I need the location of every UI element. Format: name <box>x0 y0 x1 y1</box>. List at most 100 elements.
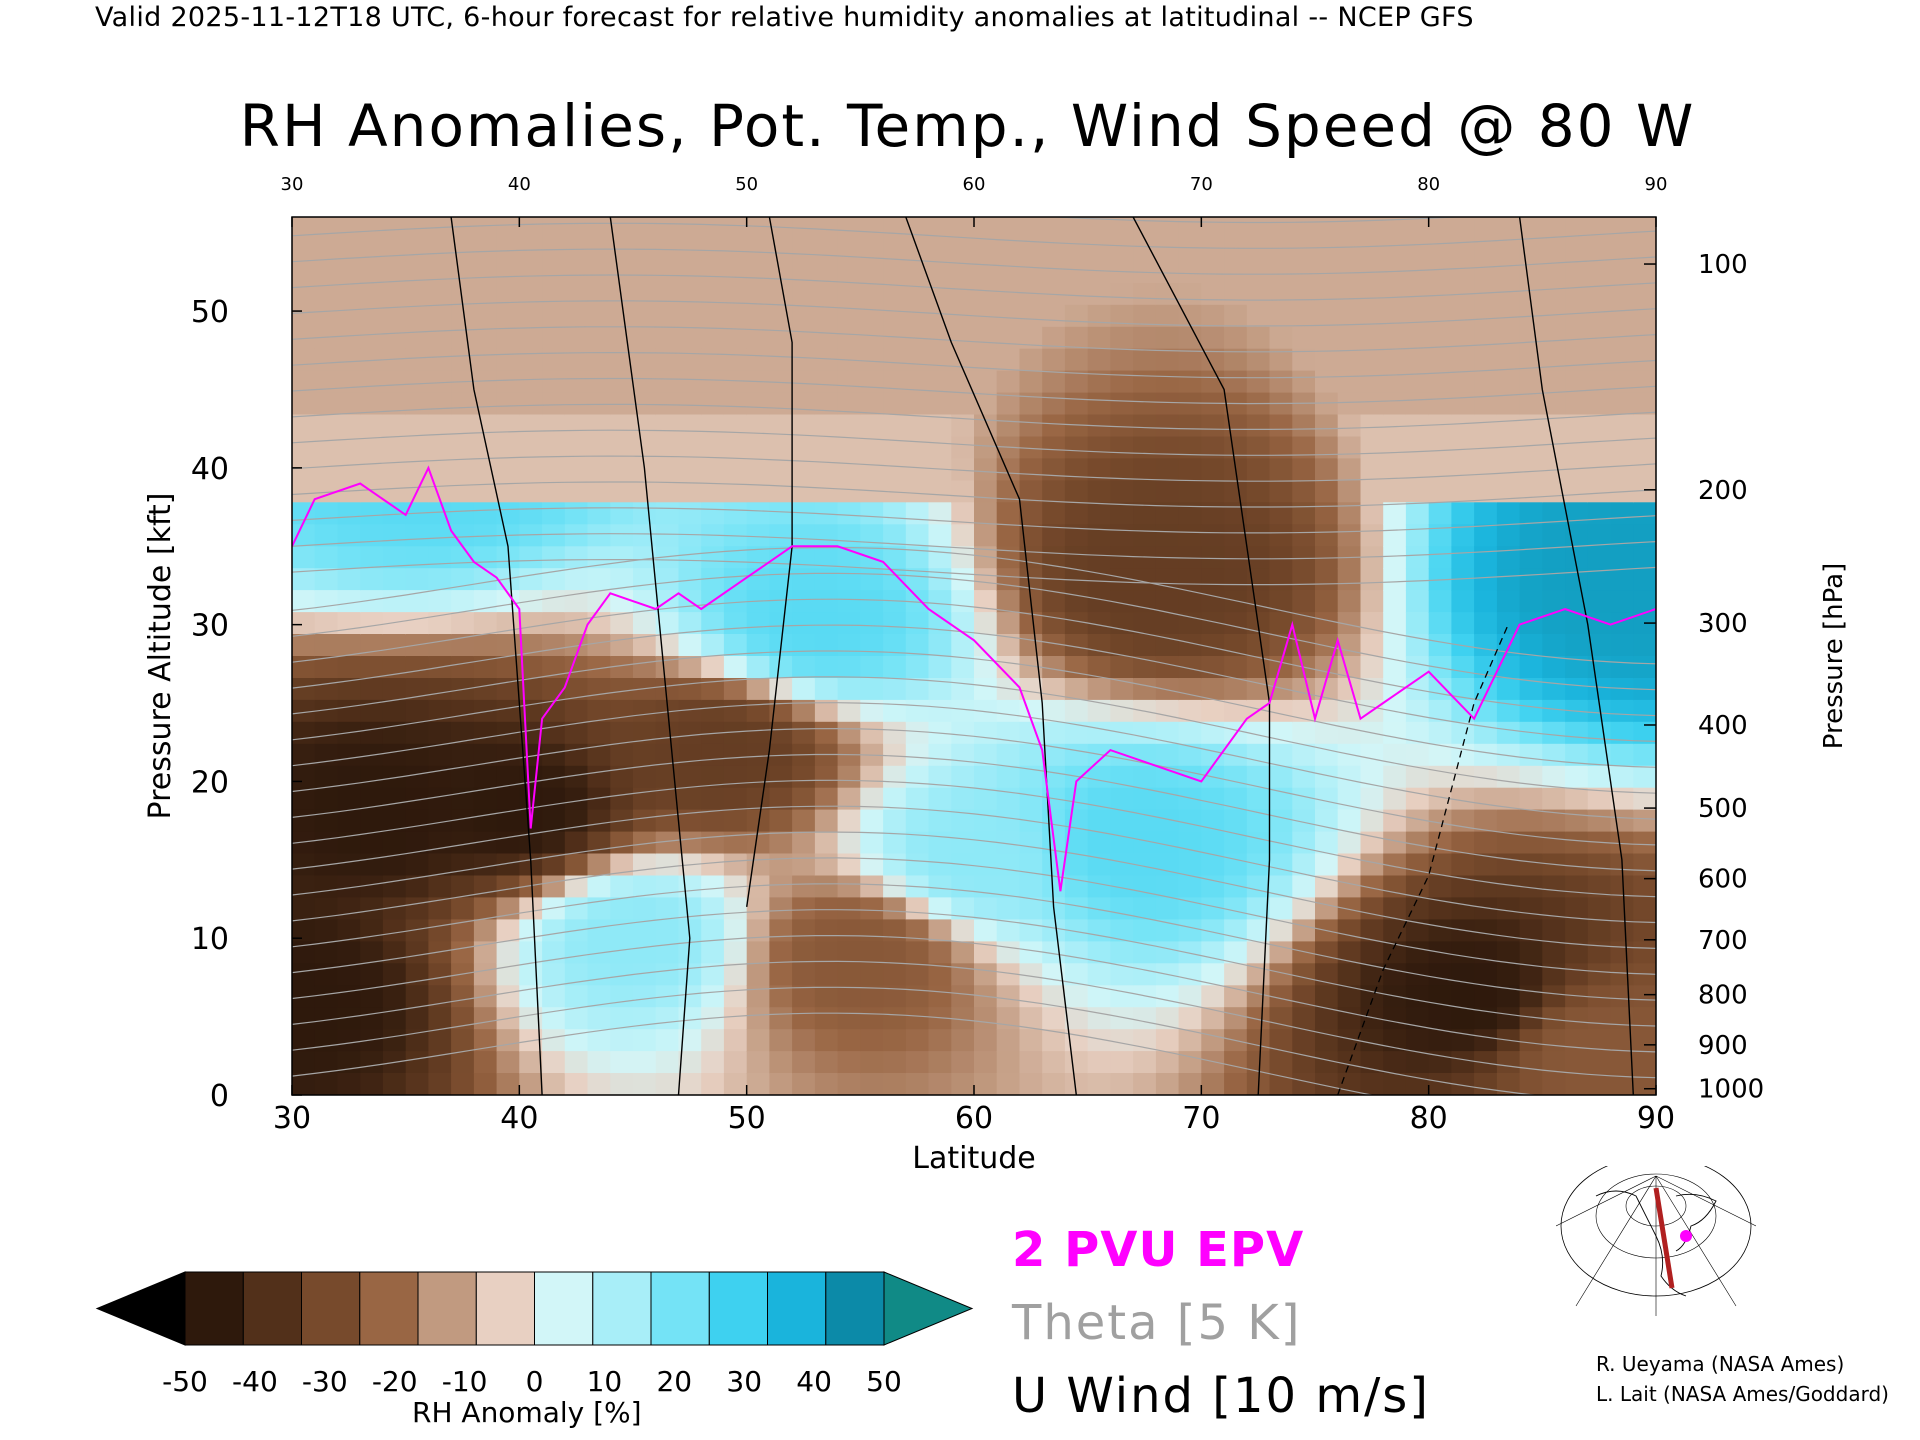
rh-cell <box>1428 787 1453 811</box>
rh-cell <box>860 831 884 855</box>
rh-cell <box>1019 502 1043 526</box>
rh-cell <box>1633 282 1656 306</box>
rh-cell <box>1610 568 1634 591</box>
rh-cell <box>451 1073 475 1095</box>
rh-cell <box>1246 875 1271 899</box>
rh-cell <box>292 721 316 745</box>
rh-cell <box>1292 304 1316 328</box>
rh-cell <box>1337 743 1362 767</box>
rh-cell <box>1133 656 1157 679</box>
rh-cell <box>1337 217 1362 240</box>
rh-cell <box>337 1073 361 1095</box>
rh-cell <box>814 480 839 504</box>
rh-cell <box>1428 458 1453 482</box>
rh-cell <box>519 1073 543 1095</box>
rh-cell <box>1587 963 1612 987</box>
rh-cell <box>1269 480 1293 504</box>
rh-cell <box>837 590 862 613</box>
rh-cell <box>723 304 748 328</box>
rh-cell <box>1178 260 1203 284</box>
rh-cell <box>769 897 793 921</box>
rh-cell <box>1587 414 1612 438</box>
rh-cell <box>1496 217 1521 240</box>
rh-cell <box>1428 304 1453 328</box>
rh-cell <box>928 260 952 284</box>
rh-cell <box>428 524 452 548</box>
rh-cell <box>1474 326 1498 350</box>
rh-cell <box>701 326 725 350</box>
rh-cell <box>337 436 361 460</box>
rh-cell <box>337 348 361 372</box>
rh-cell <box>451 656 475 679</box>
rh-cell <box>1224 502 1248 526</box>
rh-cell <box>1633 546 1656 570</box>
rh-cell <box>1087 590 1112 613</box>
rh-cell <box>1246 304 1271 328</box>
credit-line-2: L. Lait (NASA Ames/Goddard) <box>1596 1382 1889 1406</box>
rh-cell <box>496 1073 521 1095</box>
rh-cell <box>928 590 952 613</box>
rh-cell <box>1519 743 1544 767</box>
rh-cell <box>337 634 361 657</box>
rh-cell <box>496 260 521 284</box>
rh-cell <box>928 524 952 548</box>
x-top-tick-label: 80 <box>1417 174 1440 195</box>
rh-cell <box>792 590 816 613</box>
rh-cell <box>1178 436 1203 460</box>
rh-cell <box>610 743 634 767</box>
rh-cell <box>1064 217 1089 240</box>
rh-cell <box>883 282 907 306</box>
rh-cell <box>837 875 862 899</box>
rh-cell <box>996 1051 1021 1074</box>
rh-cell <box>542 897 566 921</box>
rh-cell <box>1565 831 1589 855</box>
rh-cell <box>1292 1051 1316 1074</box>
rh-cell <box>382 831 407 855</box>
rh-cell <box>1587 304 1612 328</box>
rh-cell <box>1474 963 1498 987</box>
rh-cell <box>814 326 839 350</box>
rh-cell <box>1587 1007 1612 1030</box>
rh-cell <box>1155 985 1180 1009</box>
theta-contour <box>292 831 1656 949</box>
legend-epv: 2 PVU EPV <box>1012 1222 1305 1278</box>
rh-cell <box>701 436 725 460</box>
pressure-tick-label: 800 <box>1698 981 1748 1011</box>
rh-cell <box>951 678 975 701</box>
rh-cell <box>1133 414 1157 438</box>
rh-cell <box>860 1073 884 1095</box>
rh-cell <box>1155 304 1180 328</box>
rh-cell <box>1269 853 1293 877</box>
rh-cell <box>1155 414 1180 438</box>
rh-cell <box>292 217 316 240</box>
rh-cell <box>814 699 839 723</box>
rh-cell <box>1201 919 1225 943</box>
rh-cell <box>1360 963 1384 987</box>
rh-cell <box>1360 326 1384 350</box>
rh-cell <box>496 919 521 943</box>
rh-cell <box>382 348 407 372</box>
rh-cell <box>1496 787 1521 811</box>
rh-cell <box>1292 941 1316 965</box>
rh-cell <box>337 612 361 635</box>
rh-cell <box>1315 238 1339 262</box>
rh-cell <box>1428 743 1453 767</box>
rh-cell <box>1405 590 1430 613</box>
rh-cell <box>292 524 316 548</box>
theta-contour <box>292 559 1656 586</box>
rh-cell <box>996 546 1021 570</box>
rh-cell <box>1155 721 1180 745</box>
rh-cell <box>428 875 452 899</box>
rh-cell <box>905 348 930 372</box>
rh-cell <box>883 524 907 548</box>
rh-cell <box>1133 480 1157 504</box>
rh-cell <box>678 721 702 745</box>
rh-cell <box>837 458 862 482</box>
rh-cell <box>996 238 1021 262</box>
rh-cell <box>1042 1073 1066 1095</box>
rh-cell <box>1360 875 1384 899</box>
rh-cell <box>974 480 998 504</box>
rh-cell <box>633 502 657 526</box>
rh-cell <box>860 765 884 789</box>
rh-cell <box>1201 326 1225 350</box>
